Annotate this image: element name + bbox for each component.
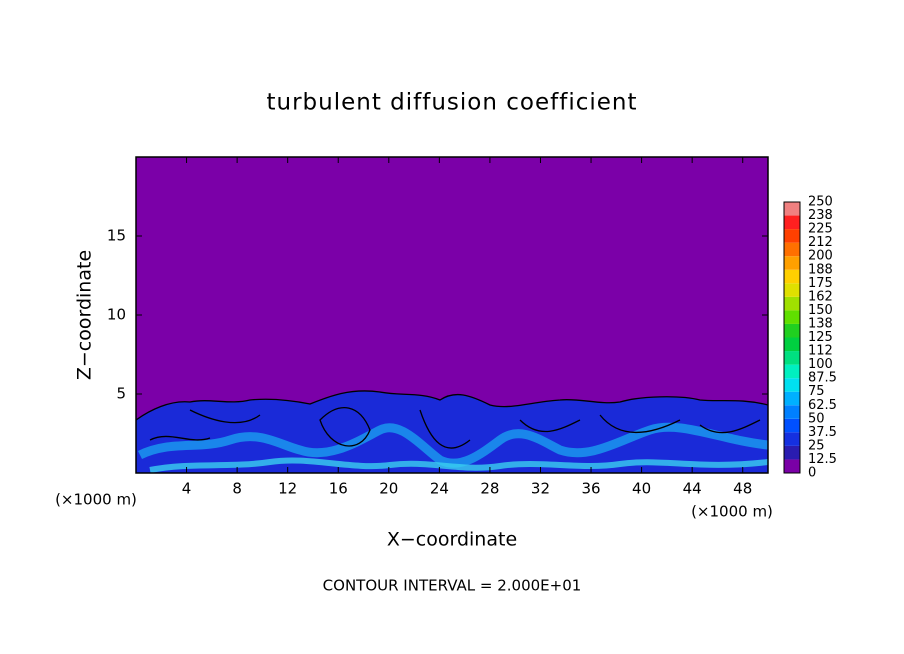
y-tick-label: 10 (107, 306, 126, 324)
x-tick-label: 4 (182, 480, 192, 498)
colorbar-bin (784, 283, 800, 297)
x-tick-label: 16 (329, 480, 348, 498)
colorbar-bin (784, 418, 800, 433)
colorbar-bin (784, 405, 800, 419)
colorbar-label: 175 (808, 276, 833, 291)
x-tick-label: 28 (480, 480, 499, 498)
x-tick-label: 44 (683, 480, 702, 498)
colorbar-label: 75 (808, 384, 825, 399)
colorbar-label: 0 (808, 466, 816, 481)
y-axis-label: Z−coordinate (74, 250, 96, 380)
colorbar-bin (784, 229, 800, 243)
chart-title: turbulent diffusion coefficient (266, 90, 637, 116)
colorbar-label: 37.5 (808, 425, 837, 440)
colorbar-label: 225 (808, 222, 833, 237)
contour-line (136, 390, 768, 421)
colorbar-label: 162 (808, 289, 833, 304)
colorbar-bin (784, 215, 800, 230)
y-tick-label: 5 (116, 385, 126, 403)
x-unit-label: (×1000 m) (691, 503, 773, 521)
colorbar-bin (784, 378, 800, 392)
colorbar-bin (784, 310, 800, 324)
colorbar-bin (784, 269, 800, 284)
x-tick-label: 24 (430, 480, 449, 498)
colorbar-bin (784, 242, 800, 257)
x-tick-label: 32 (531, 480, 550, 498)
colorbar-bin (784, 445, 800, 460)
colorbar-label: 200 (808, 249, 833, 264)
colorbar-label: 87.5 (808, 371, 837, 386)
colorbar-bin (784, 351, 800, 365)
colorbar-label: 138 (808, 316, 833, 331)
y-tick-label: 15 (107, 227, 126, 245)
turbulent-field (136, 390, 768, 473)
colorbar-bin (784, 337, 800, 352)
colorbar-label: 250 (808, 195, 833, 210)
colorbar-label: 50 (808, 411, 825, 426)
colorbar-label: 188 (808, 262, 833, 277)
colorbar-frame (783, 201, 801, 474)
colorbar-bin (784, 432, 800, 446)
colorbar-label: 12.5 (808, 452, 837, 467)
colorbar-bin (784, 296, 800, 311)
colorbar-label: 112 (808, 344, 833, 359)
x-tick-label: 48 (733, 480, 752, 498)
annotation: CONTOUR INTERVAL = 2.000E+01 (323, 577, 582, 595)
x-tick-label: 8 (232, 480, 242, 498)
colorbar-bin (784, 459, 800, 473)
x-axis-label: X−coordinate (387, 529, 517, 551)
colorbar-label: 150 (808, 303, 833, 318)
colorbar-label: 238 (808, 208, 833, 223)
colorbar-label: 125 (808, 330, 833, 345)
colorbar-label: 25 (808, 438, 825, 453)
colorbar-bin (784, 364, 800, 379)
x-tick-label: 20 (379, 480, 398, 498)
x-tick-label: 36 (581, 480, 600, 498)
colorbar-label: 100 (808, 357, 833, 372)
x-tick-label: 12 (278, 480, 297, 498)
contour-line (149, 407, 761, 449)
colorbar-label: 212 (808, 235, 833, 250)
x-tick-label: 40 (632, 480, 651, 498)
x-unit-label: (×1000 m) (55, 491, 137, 509)
colorbar-bin (784, 391, 800, 406)
colorbar-bin (784, 323, 800, 338)
field-band (149, 457, 768, 473)
colorbar-label: 62.5 (808, 398, 837, 413)
colorbar-bin (784, 256, 800, 270)
colorbar-bin (784, 202, 800, 216)
